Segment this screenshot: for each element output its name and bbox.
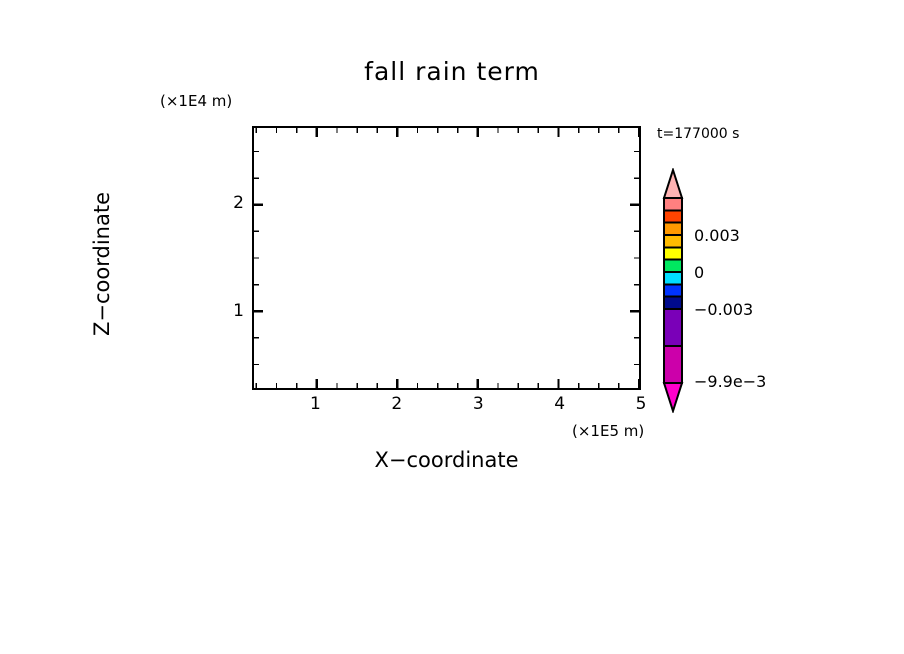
colorbar-tick-label: −9.9e−3: [694, 372, 767, 392]
x-tick-label: 3: [472, 394, 484, 414]
plot-area: [252, 126, 641, 390]
colorbar-tick-label: −0.003: [694, 299, 754, 319]
x-axis-title: X−coordinate: [374, 448, 519, 472]
x-tick-label: 5: [635, 394, 647, 414]
colorbar-tick-label: 0: [694, 262, 705, 282]
colorbar: [652, 168, 694, 413]
time-annotation: t=177000 s: [657, 126, 740, 142]
x-tick-label: 2: [391, 394, 403, 414]
y-tick-label: 1: [233, 301, 244, 322]
colorbar-swatches: [662, 168, 684, 413]
page-title: fall rain term: [364, 57, 540, 86]
plot-canvas: [254, 128, 639, 388]
x-tick-label: 4: [554, 394, 566, 414]
y-axis-unit-label: (×1E4 m): [160, 92, 233, 110]
y-tick-label: 2: [233, 192, 244, 213]
x-tick-label: 1: [310, 394, 321, 414]
colorbar-tick-label: 0.003: [694, 225, 740, 245]
x-axis-unit-label: (×1E5 m): [572, 422, 645, 440]
y-axis-title: Z−coordinate: [90, 192, 114, 336]
